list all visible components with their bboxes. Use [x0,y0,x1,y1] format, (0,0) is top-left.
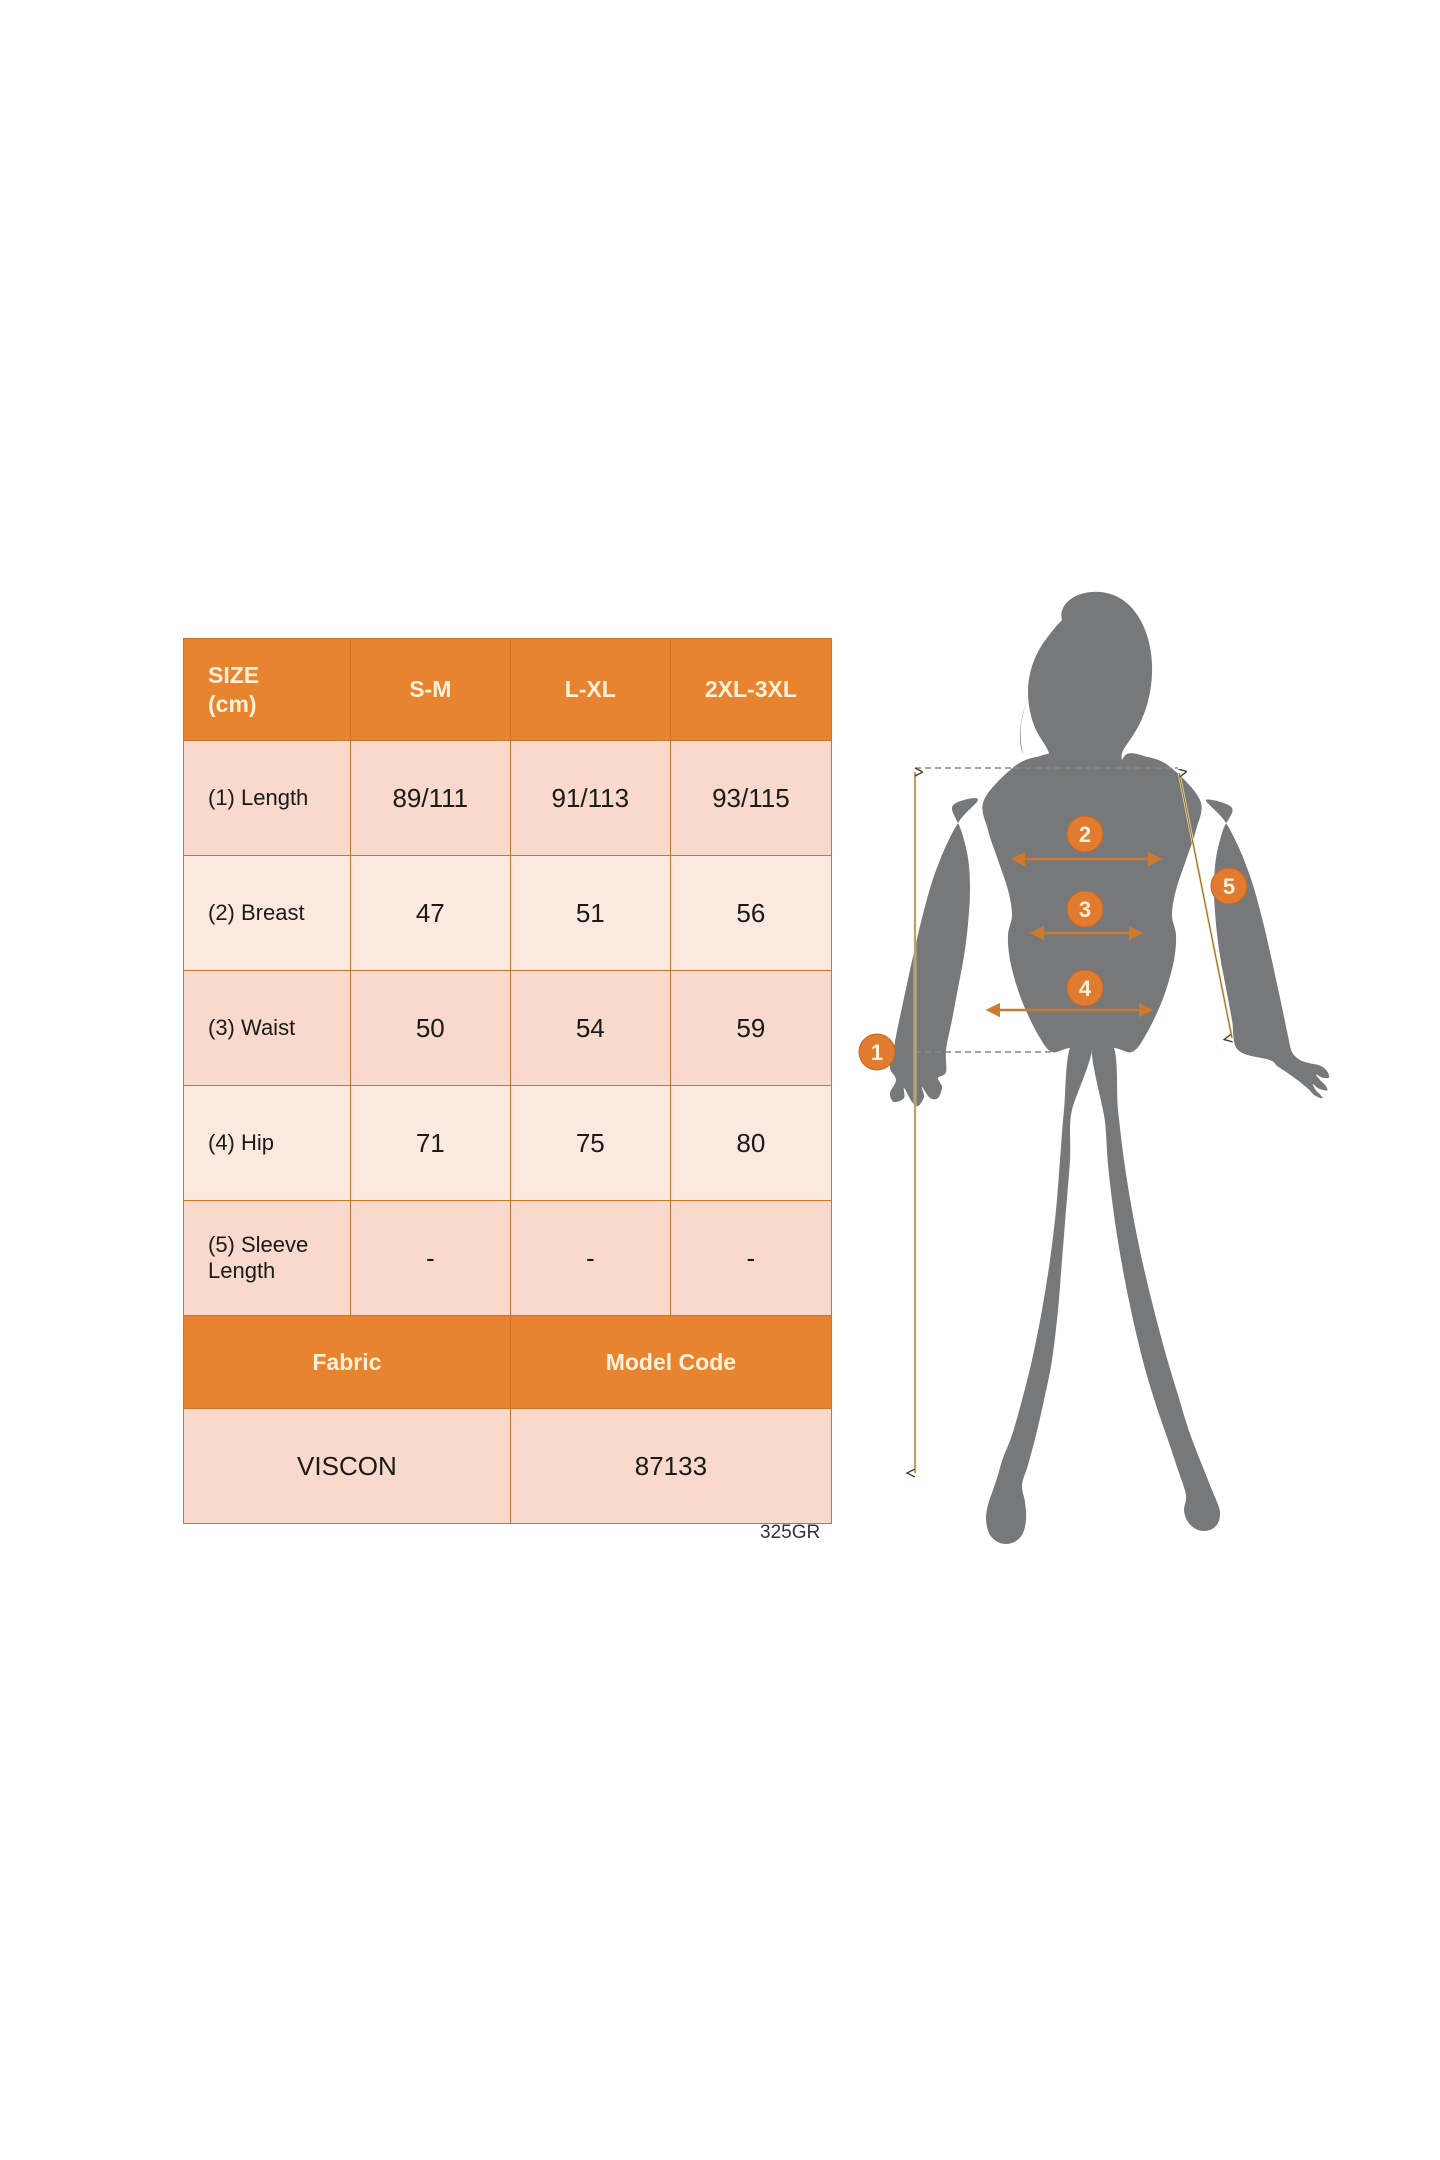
svg-text:3: 3 [1079,897,1091,922]
svg-text:1: 1 [871,1040,883,1065]
svg-text:2: 2 [1079,822,1091,847]
svg-text:5: 5 [1223,874,1235,899]
svg-text:4: 4 [1079,976,1092,1001]
